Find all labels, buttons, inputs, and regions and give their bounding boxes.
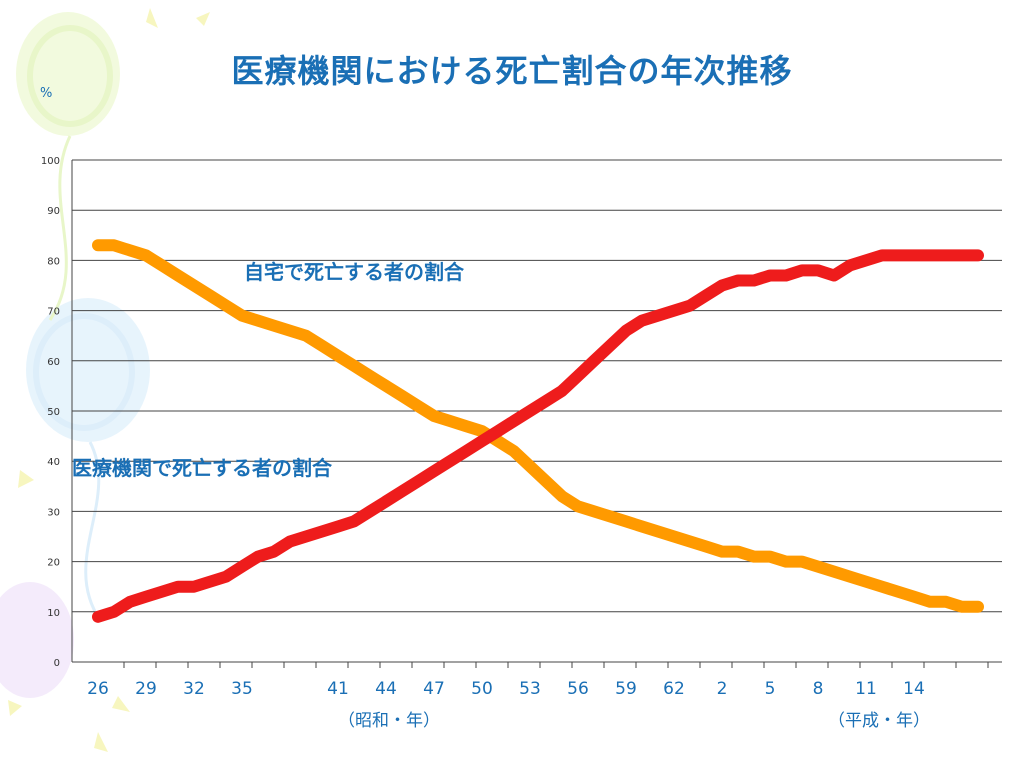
- y-axis-ticks: 0 10 20 30 40 50 60 70 80 90 100: [41, 156, 60, 669]
- era-label-heisei: （平成・年）: [828, 711, 930, 731]
- y-tick-label: 90: [47, 206, 60, 217]
- y-tick-label: 70: [47, 307, 60, 318]
- chart-title: 医療機関における死亡割合の年次推移: [231, 52, 793, 90]
- x-axis-ticks: 26 29 32 35 41 44 47 50 53 56 59 62 2 5 8 11 14: [87, 679, 925, 699]
- y-tick-label: 100: [41, 156, 60, 167]
- series-line-home: [92, 239, 984, 613]
- grid-layer: [71, 159, 1002, 668]
- x-tick-label: 53: [519, 679, 541, 699]
- x-tick-label: 44: [375, 679, 397, 699]
- y-tick-label: 50: [47, 407, 60, 418]
- y-tick-label: 20: [47, 558, 60, 569]
- sparkle-decoration: [94, 732, 108, 752]
- x-tick-label: 5: [765, 679, 776, 699]
- sparkle-decoration: [18, 470, 34, 488]
- y-tick-label: 40: [47, 457, 60, 468]
- series-layer: [92, 239, 984, 623]
- balloon-decoration: [33, 313, 135, 431]
- x-tick-label: 11: [855, 679, 877, 699]
- annotation-hospital-deaths: 医療機関で死亡する者の割合: [72, 456, 332, 480]
- x-tick-label: 47: [423, 679, 445, 699]
- sparkle-decoration: [112, 696, 130, 712]
- x-tick-label: 56: [567, 679, 589, 699]
- annotation-home-deaths: 自宅で死亡する者の割合: [244, 260, 464, 284]
- balloon-string-decoration: [48, 135, 72, 321]
- era-label-showa: （昭和・年）: [338, 711, 440, 731]
- balloon-decoration: [27, 25, 113, 127]
- balloon-string-decoration: [84, 441, 102, 621]
- x-tick-label: 35: [231, 679, 253, 699]
- sparkle-decoration: [196, 12, 210, 26]
- x-tick-label: 26: [87, 679, 109, 699]
- x-tick-label: 62: [663, 679, 685, 699]
- x-tick-label: 50: [471, 679, 493, 699]
- y-tick-label: 60: [47, 357, 60, 368]
- y-axis-unit-label: %: [40, 86, 53, 101]
- balloon-decoration: [0, 582, 74, 698]
- x-tick-label: 14: [903, 679, 925, 699]
- y-tick-label: 80: [47, 256, 60, 267]
- y-tick-label: 0: [54, 658, 60, 669]
- x-tick-label: 29: [135, 679, 157, 699]
- x-tick-label: 41: [327, 679, 349, 699]
- series-line-hospital: [92, 249, 984, 623]
- x-tick-label: 32: [183, 679, 205, 699]
- sparkle-decoration: [8, 700, 22, 716]
- sparkle-decoration: [146, 8, 158, 28]
- y-tick-label: 10: [47, 608, 60, 619]
- x-tick-label: 2: [717, 679, 728, 699]
- y-tick-label: 30: [47, 507, 60, 518]
- x-tick-label: 59: [615, 679, 637, 699]
- x-tick-label: 8: [813, 679, 824, 699]
